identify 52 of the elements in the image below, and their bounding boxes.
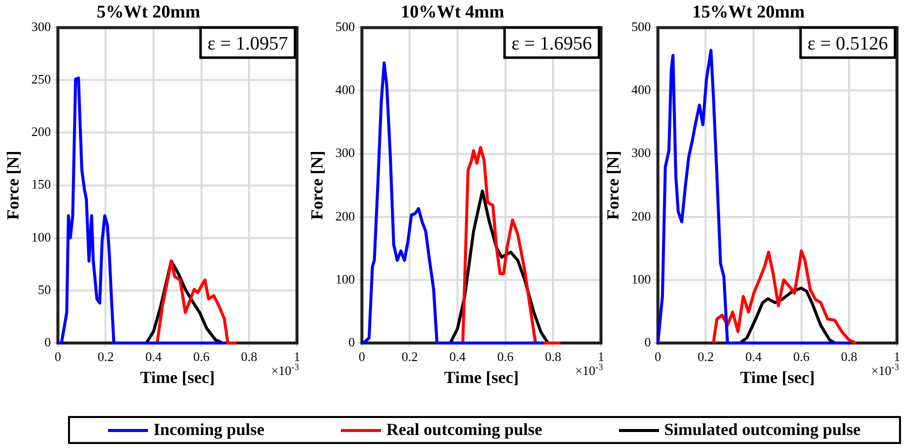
x-axis-title: Time [sec] [140,368,215,388]
y-tick-label: 500 [631,19,651,34]
y-tick-label: 150 [31,176,51,192]
y-tick-label: 400 [335,82,355,98]
chart-title: 15%Wt 20mm [692,1,805,22]
x-tick-label: 0.2 [402,349,418,364]
x-tick-label: 0.6 [193,349,210,364]
y-tick-label: 250 [31,72,51,87]
x-tick-label: 0.4 [745,349,762,364]
y-tick-label: 0 [44,334,51,350]
x-tick-label: 0.8 [545,349,562,364]
annotation: ε = 1.6956 [512,34,592,55]
y-tick-label: 300 [31,19,51,34]
x-tick-label: 0.8 [841,349,858,364]
y-tick-label: 0 [644,334,651,350]
x-tick-label: 0.4 [449,349,466,364]
y-tick-label: 400 [631,82,651,98]
x-tick-label: 0.6 [793,349,810,364]
x-tick-label: 0.4 [145,349,162,364]
x-tick-label: 0.2 [98,349,114,364]
x-tick-label: 0 [654,349,662,364]
x-tick-label: 0 [358,349,366,364]
legend-label: Real outcoming pulse [386,420,542,440]
x-tick-label: 0.8 [241,349,258,364]
y-tick-label: 200 [31,124,51,140]
y-tick-label: 500 [335,19,355,34]
x-axis-title: Time [sec] [444,368,519,388]
x-tick-label: 0.2 [698,349,714,364]
y-axis-title: Force [N] [604,150,623,220]
x-tick-label: 1 [894,349,900,364]
y-tick-label: 200 [335,208,355,224]
y-tick-label: 300 [335,145,355,160]
y-tick-label: 100 [631,271,651,286]
legend-label: Incoming pulse [153,420,264,440]
x-tick-label: 1 [598,349,604,364]
y-tick-label: 100 [31,229,51,244]
x-tick-label: 1 [294,349,300,364]
x-tick-label: 0.6 [497,349,514,364]
chart-title: 10%Wt 4mm [400,1,504,22]
y-tick-label: 50 [38,282,51,297]
y-tick-label: 300 [631,145,651,160]
chart-title: 5%Wt 20mm [96,1,200,22]
y-tick-label: 0 [348,334,355,350]
annotation: ε = 1.0957 [208,34,288,55]
y-axis-title: Force [N] [4,150,23,220]
x-axis-title: Time [sec] [740,368,815,388]
y-tick-label: 200 [631,208,651,224]
legend-label: Simulated outcoming pulse [664,420,861,440]
x-tick-label: 0 [54,349,62,364]
annotation: ε = 0.5126 [808,34,888,55]
y-axis-title: Force [N] [308,150,327,220]
y-tick-label: 100 [335,271,355,286]
